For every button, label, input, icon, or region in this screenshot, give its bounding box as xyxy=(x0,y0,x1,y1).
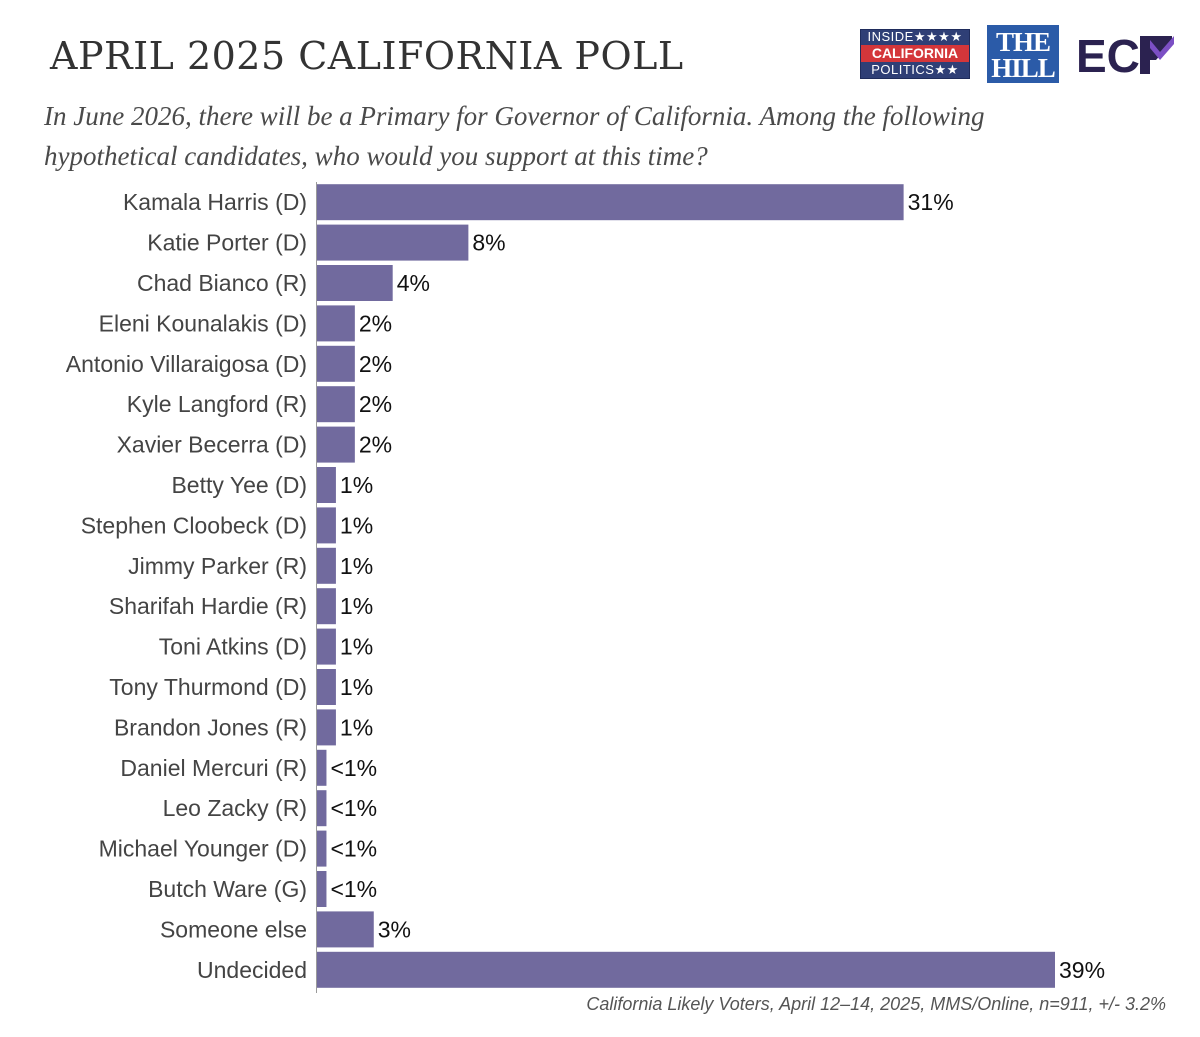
bar xyxy=(317,749,327,786)
value-label: 1% xyxy=(340,674,373,700)
value-label: 2% xyxy=(359,351,392,377)
bar xyxy=(317,184,904,221)
hill-logo-line1: THE xyxy=(995,27,1051,57)
value-label: 39% xyxy=(1059,957,1105,983)
bar xyxy=(317,265,393,301)
bar xyxy=(317,628,336,665)
ecp-logo-check-icon xyxy=(1150,36,1174,60)
value-label: <1% xyxy=(330,795,377,821)
bar xyxy=(317,507,336,544)
bar xyxy=(317,790,327,827)
source-note: California Likely Voters, April 12–14, 2… xyxy=(586,994,1166,1014)
chart-title: APRIL 2025 CALIFORNIA POLL xyxy=(50,34,684,78)
value-label: 2% xyxy=(359,432,392,458)
category-label: Michael Younger (D) xyxy=(99,836,307,862)
value-label: 1% xyxy=(340,553,373,579)
value-label: <1% xyxy=(330,836,377,862)
category-label: Katie Porter (D) xyxy=(147,230,307,256)
the-hill-logo: THE HILL xyxy=(987,25,1059,83)
category-label: Toni Atkins (D) xyxy=(159,634,307,660)
bar xyxy=(317,386,355,423)
category-label: Leo Zacky (R) xyxy=(163,795,307,821)
bar xyxy=(317,467,336,503)
category-label: Daniel Mercuri (R) xyxy=(120,755,307,781)
category-label: Brandon Jones (R) xyxy=(114,714,307,740)
bar xyxy=(317,911,374,948)
value-label: 2% xyxy=(359,391,392,417)
category-label: Eleni Kounalakis (D) xyxy=(99,310,307,336)
bar xyxy=(317,547,336,584)
bars-layer: Kamala Harris (D) 31% Katie Porter (D) 8% Ch… xyxy=(66,184,1105,988)
icp-logo-line3: POLITICS★★ xyxy=(871,62,959,77)
bar xyxy=(317,871,327,907)
bar xyxy=(317,426,355,463)
bar xyxy=(317,951,1055,988)
category-label: Betty Yee (D) xyxy=(171,472,307,498)
ecp-logo-text: EC xyxy=(1076,30,1140,78)
bar xyxy=(317,345,355,382)
bar xyxy=(317,709,336,746)
category-label: Undecided xyxy=(197,957,307,983)
value-label: 1% xyxy=(340,714,373,740)
category-label: Kyle Langford (R) xyxy=(127,391,307,417)
inside-california-politics-logo: INSIDE★★★★ CALIFORNIA POLITICS★★ xyxy=(860,29,970,79)
category-label: Antonio Villaraigosa (D) xyxy=(66,351,307,377)
icp-logo-line2: CALIFORNIA xyxy=(861,45,969,62)
bar xyxy=(317,588,336,625)
value-label: <1% xyxy=(330,876,377,902)
icp-logo-line1: INSIDE★★★★ xyxy=(867,29,963,44)
category-label: Tony Thurmond (D) xyxy=(109,674,307,700)
value-label: 1% xyxy=(340,512,373,538)
chart-subtitle: In June 2026, there will be a Primary fo… xyxy=(44,101,985,171)
bar xyxy=(317,224,469,261)
category-label: Xavier Becerra (D) xyxy=(117,432,307,458)
value-label: 2% xyxy=(359,310,392,336)
value-label: 8% xyxy=(472,230,505,256)
hill-logo-line2: HILL xyxy=(991,53,1056,83)
value-label: 1% xyxy=(340,634,373,660)
bar xyxy=(317,830,327,867)
value-label: 1% xyxy=(340,472,373,498)
category-label: Butch Ware (G) xyxy=(148,876,307,902)
category-label: Jimmy Parker (R) xyxy=(128,553,307,579)
category-label: Someone else xyxy=(160,916,307,942)
category-label: Kamala Harris (D) xyxy=(123,189,307,215)
value-label: 31% xyxy=(908,189,954,215)
category-label: Sharifah Hardie (R) xyxy=(109,593,307,619)
value-label: <1% xyxy=(330,755,377,781)
value-label: 4% xyxy=(397,270,430,296)
bar xyxy=(317,669,336,705)
bar xyxy=(317,305,355,342)
value-label: 1% xyxy=(340,593,373,619)
category-label: Stephen Cloobeck (D) xyxy=(81,512,307,538)
value-label: 3% xyxy=(378,916,411,942)
category-label: Chad Bianco (R) xyxy=(137,270,307,296)
ecp-logo: EC xyxy=(1076,30,1174,78)
